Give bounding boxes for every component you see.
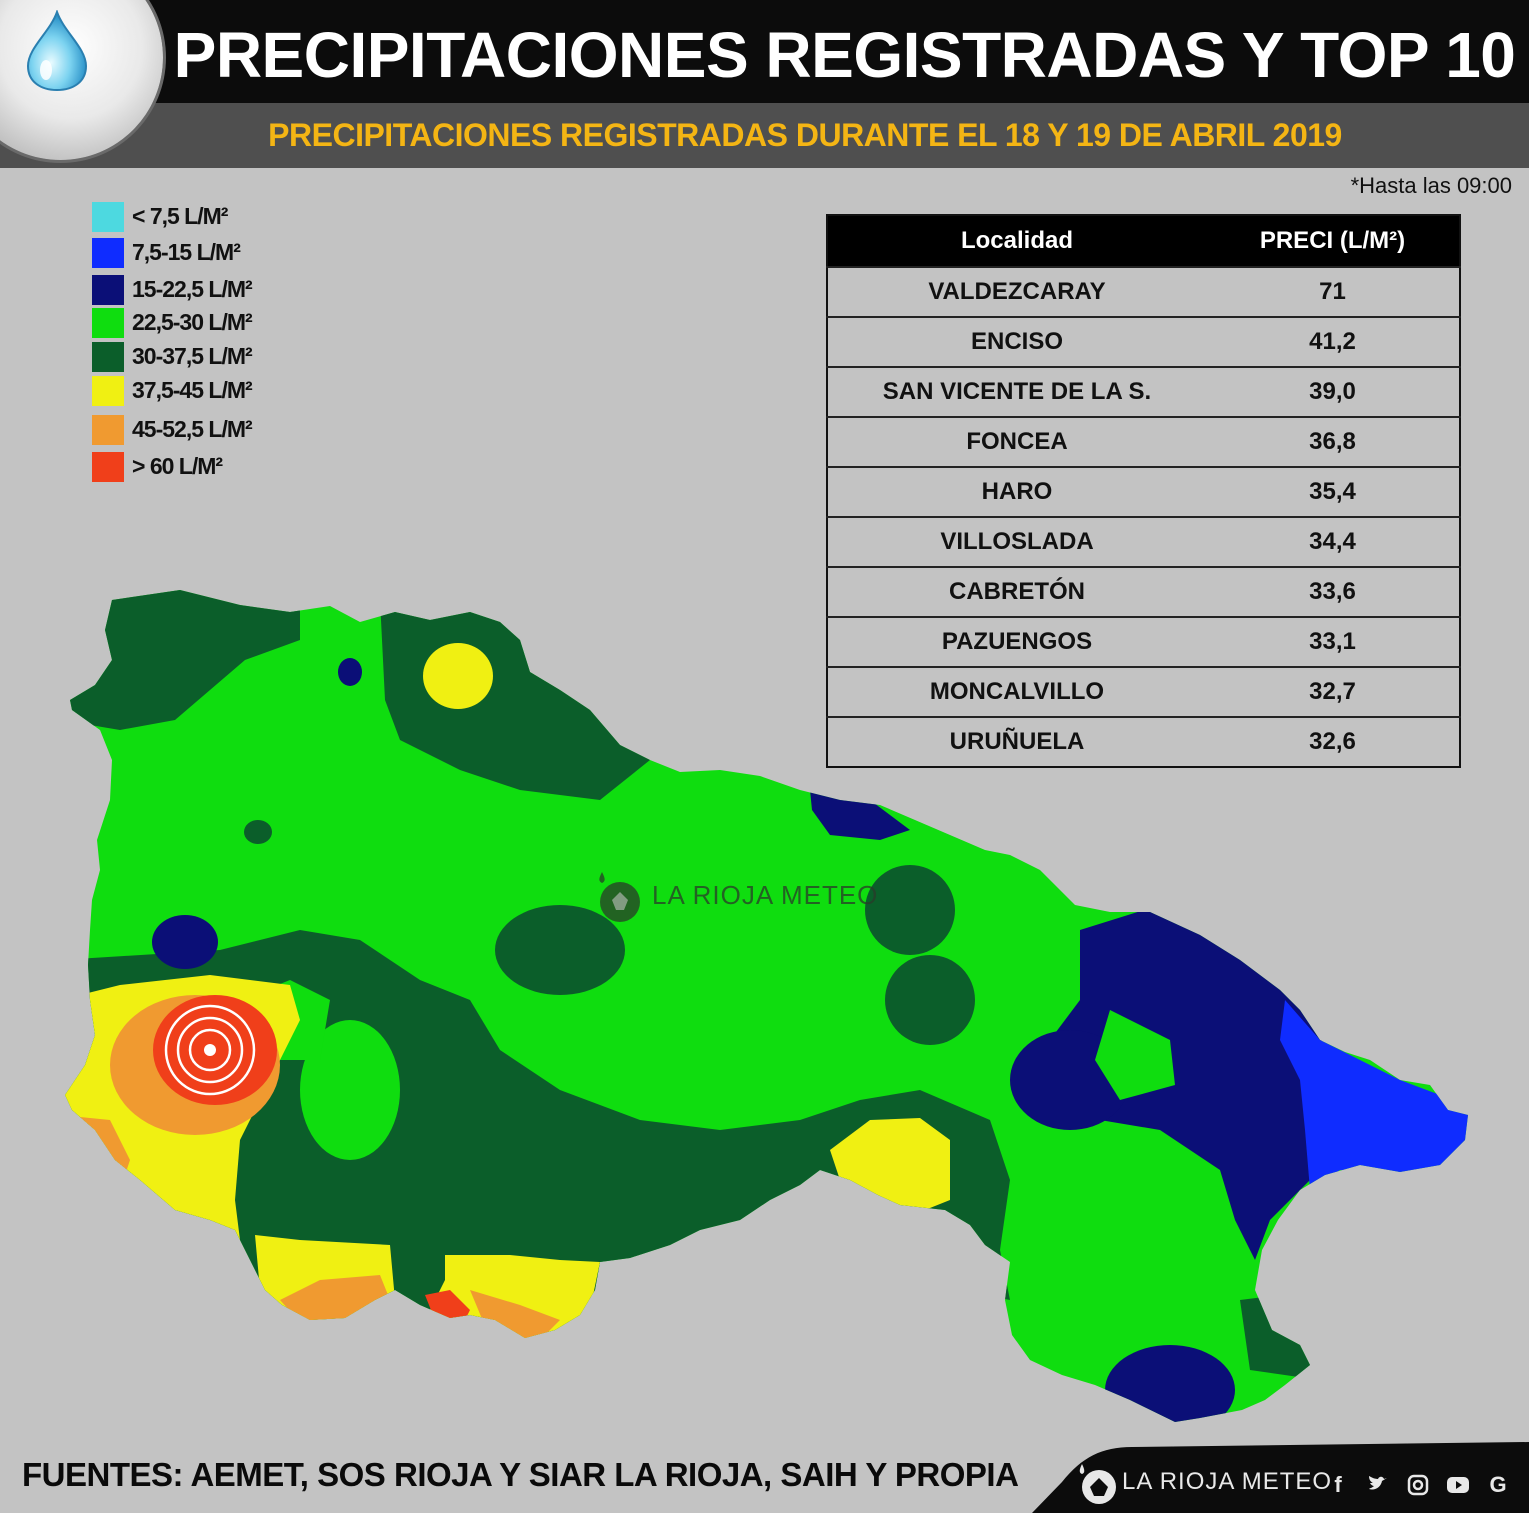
- cell-value: 33,6: [1206, 566, 1460, 617]
- table-row: VALDEZCARAY 71: [827, 266, 1460, 317]
- legend-swatch: [92, 275, 124, 305]
- cell-locality: URUÑUELA: [827, 716, 1206, 767]
- legend-item: 15-22,5 L/M²: [92, 273, 352, 305]
- table-row: URUÑUELA 32,6: [827, 716, 1460, 767]
- table-row: HARO 35,4: [827, 466, 1460, 517]
- cell-locality: HARO: [827, 466, 1206, 517]
- legend-item: 37,5-45 L/M²: [92, 374, 352, 406]
- table-row: VILLOSLADA 34,4: [827, 516, 1460, 567]
- legend-label: 15-22,5 L/M²: [132, 276, 253, 302]
- watermark-text: LA RIOJA METEO: [652, 880, 879, 910]
- page-title: PRECIPITACIONES REGISTRADAS Y TOP 10: [173, 19, 1516, 91]
- page-subtitle: PRECIPITACIONES REGISTRADAS DURANTE EL 1…: [268, 117, 1342, 153]
- legend-item: < 7,5 L/M²: [92, 200, 352, 232]
- cell-locality: SAN VICENTE DE LA S.: [827, 366, 1206, 417]
- brand-logo-icon: [1079, 1464, 1116, 1504]
- legend-swatch: [92, 415, 124, 445]
- cell-value: 32,7: [1206, 666, 1460, 717]
- subtitle-bar: [0, 103, 1529, 168]
- cell-value: 71: [1206, 266, 1460, 317]
- legend-label: 37,5-45 L/M²: [132, 377, 253, 403]
- top10-table: Localidad PRECI (L/M²) VALDEZCARAY 71 ENC…: [826, 214, 1461, 768]
- cell-locality: PAZUENGOS: [827, 616, 1206, 667]
- table-row: MONCALVILLO 32,7: [827, 666, 1460, 717]
- legend-label: 30-37,5 L/M²: [132, 343, 253, 369]
- legend-label: < 7,5 L/M²: [132, 203, 228, 229]
- cell-value: 32,6: [1206, 716, 1460, 767]
- column-header-locality: Localidad: [827, 215, 1206, 267]
- youtube-icon[interactable]: [1445, 1470, 1471, 1500]
- legend-item: 30-37,5 L/M²: [92, 340, 352, 372]
- brand-name: LA RIOJA METEO: [1122, 1468, 1333, 1495]
- table-row: PAZUENGOS 33,1: [827, 616, 1460, 667]
- instagram-icon[interactable]: [1405, 1470, 1431, 1500]
- column-header-preci: PRECI (L/M²): [1206, 215, 1460, 267]
- legend-swatch: [92, 238, 124, 268]
- cell-value: 34,4: [1206, 516, 1460, 567]
- cell-locality: VILLOSLADA: [827, 516, 1206, 567]
- table-header-row: Localidad PRECI (L/M²): [827, 215, 1460, 267]
- legend-label: > 60 L/M²: [132, 453, 223, 479]
- table-row: FONCEA 36,8: [827, 416, 1460, 467]
- title-bar: [0, 0, 1529, 103]
- legend-swatch: [92, 202, 124, 232]
- cell-locality: FONCEA: [827, 416, 1206, 467]
- legend-label: 45-52,5 L/M²: [132, 416, 253, 442]
- legend-label: 22,5-30 L/M²: [132, 309, 253, 335]
- legend-label: 7,5-15 L/M²: [132, 239, 241, 265]
- twitter-icon[interactable]: [1365, 1470, 1391, 1500]
- time-note: *Hasta las 09:00: [1350, 173, 1512, 198]
- table-row: SAN VICENTE DE LA S. 39,0: [827, 366, 1460, 417]
- sources-footer: FUENTES: AEMET, SOS RIOJA Y SIAR LA RIOJ…: [22, 1456, 1019, 1493]
- cell-value: 39,0: [1206, 366, 1460, 417]
- cell-locality: VALDEZCARAY: [827, 266, 1206, 317]
- precipitation-map: [65, 590, 1468, 1422]
- cell-value: 35,4: [1206, 466, 1460, 517]
- legend-swatch: [92, 342, 124, 372]
- legend-item: 7,5-15 L/M²: [92, 236, 352, 268]
- cell-locality: ENCISO: [827, 316, 1206, 367]
- watermark: LA RIOJA METEO: [596, 868, 896, 928]
- legend-swatch: [92, 376, 124, 406]
- watermark-logo-icon: [599, 872, 640, 922]
- legend-item: 45-52,5 L/M²: [92, 413, 352, 445]
- water-drop-icon: [26, 10, 88, 92]
- google-icon[interactable]: G: [1489, 1472, 1507, 1497]
- legend-swatch: [92, 308, 124, 338]
- cell-locality: CABRETÓN: [827, 566, 1206, 617]
- brand-banner: [1032, 1442, 1529, 1513]
- legend-swatch: [92, 452, 124, 482]
- cell-value: 33,1: [1206, 616, 1460, 667]
- legend-item: > 60 L/M²: [92, 450, 352, 482]
- cell-locality: MONCALVILLO: [827, 666, 1206, 717]
- legend-item: 22,5-30 L/M²: [92, 306, 352, 338]
- table-row: CABRETÓN 33,6: [827, 566, 1460, 617]
- cell-value: 41,2: [1206, 316, 1460, 367]
- facebook-icon[interactable]: f: [1334, 1472, 1342, 1497]
- cell-value: 36,8: [1206, 416, 1460, 467]
- table-row: ENCISO 41,2: [827, 316, 1460, 367]
